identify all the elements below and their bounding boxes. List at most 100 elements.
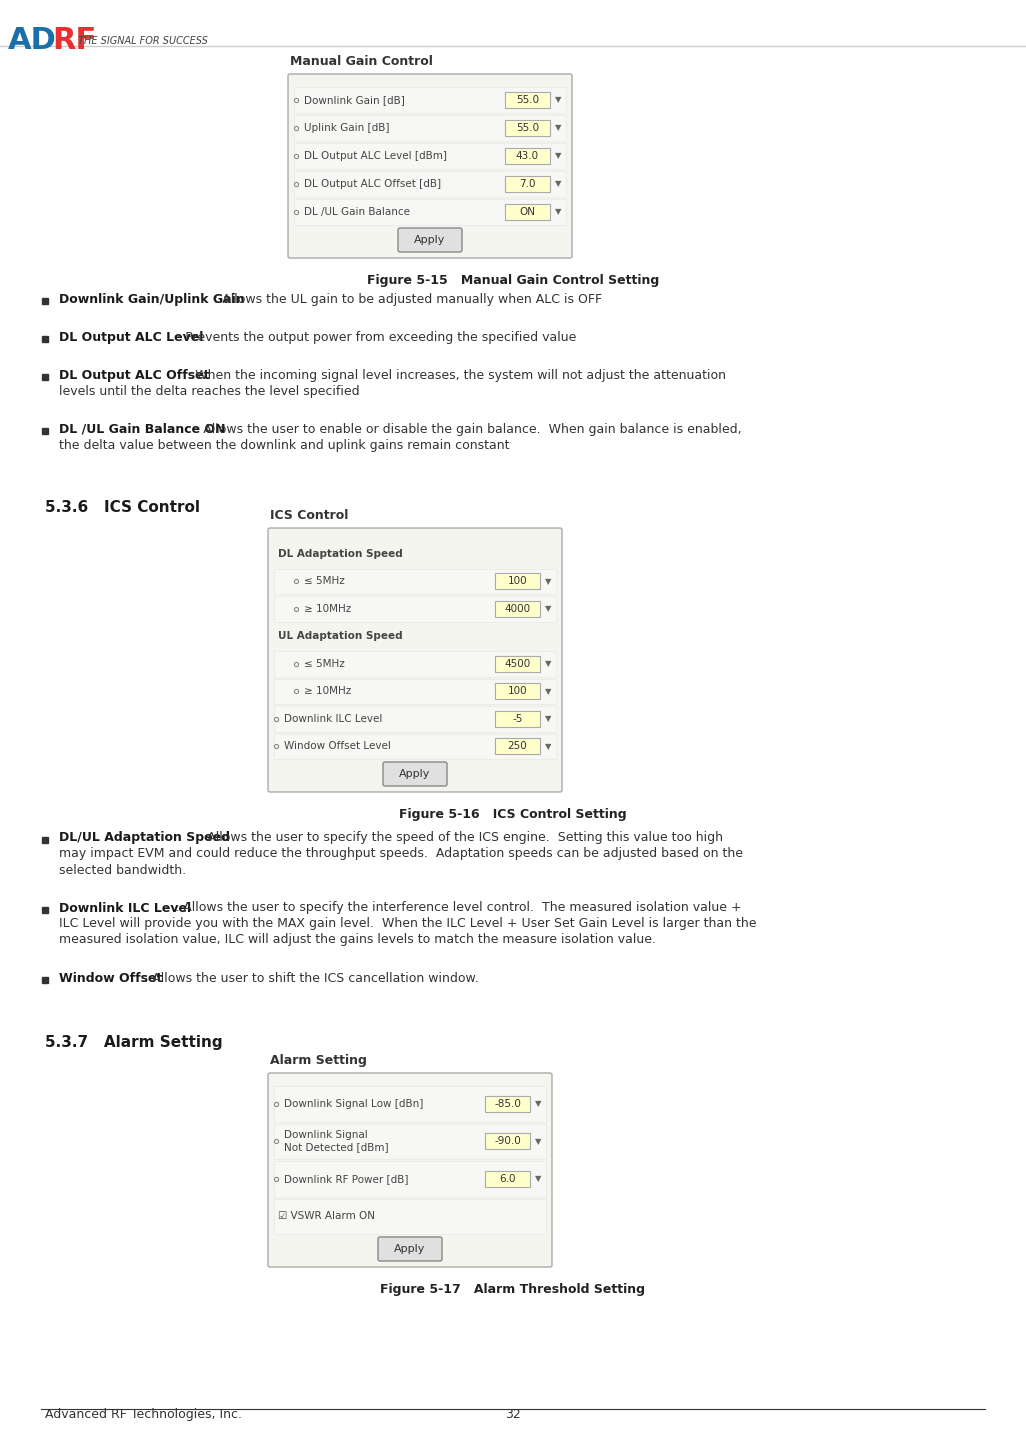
Text: -90.0: -90.0 (495, 1136, 521, 1146)
Text: 100: 100 (508, 686, 527, 696)
Text: ▼: ▼ (535, 1137, 542, 1146)
FancyBboxPatch shape (383, 761, 447, 786)
Text: Downlink Gain [dB]: Downlink Gain [dB] (304, 95, 405, 105)
Text: Advanced RF Technologies, Inc.: Advanced RF Technologies, Inc. (45, 1408, 242, 1421)
Text: ▼: ▼ (555, 96, 561, 105)
FancyBboxPatch shape (294, 115, 566, 141)
FancyBboxPatch shape (495, 601, 540, 617)
Text: DL /UL Gain Balance: DL /UL Gain Balance (304, 207, 410, 217)
Text: ▼: ▼ (545, 660, 551, 668)
FancyBboxPatch shape (274, 678, 556, 705)
FancyBboxPatch shape (268, 529, 562, 792)
Text: Figure 5-15   Manual Gain Control Setting: Figure 5-15 Manual Gain Control Setting (367, 274, 659, 287)
Text: ▼: ▼ (545, 687, 551, 696)
Text: ON: ON (519, 207, 536, 217)
FancyBboxPatch shape (268, 1073, 552, 1267)
FancyBboxPatch shape (505, 149, 550, 165)
FancyBboxPatch shape (294, 87, 566, 114)
FancyBboxPatch shape (274, 651, 556, 677)
Text: ICS Control: ICS Control (270, 510, 349, 523)
FancyBboxPatch shape (378, 1238, 442, 1261)
Text: : Prevents the output power from exceeding the specified value: : Prevents the output power from exceedi… (176, 331, 577, 344)
Text: Window Offset Level: Window Offset Level (284, 741, 391, 751)
Text: 4500: 4500 (505, 658, 530, 668)
Text: ▼: ▼ (545, 715, 551, 724)
Text: ▼: ▼ (555, 151, 561, 160)
Text: ▼: ▼ (555, 179, 561, 188)
Text: DL/UL Adaptation Speed: DL/UL Adaptation Speed (60, 831, 230, 844)
Text: : Allows the user to enable or disable the gain balance.  When gain balance is e: : Allows the user to enable or disable t… (195, 422, 742, 435)
Text: DL /UL Gain Balance ON: DL /UL Gain Balance ON (60, 422, 226, 435)
Text: Downlink ILC Level: Downlink ILC Level (284, 713, 383, 724)
Text: -85.0: -85.0 (495, 1099, 521, 1109)
Text: THE SIGNAL FOR SUCCESS: THE SIGNAL FOR SUCCESS (78, 36, 208, 47)
Text: may impact EVM and could reduce the throughput speeds.  Adaptation speeds can be: may impact EVM and could reduce the thro… (60, 847, 743, 860)
Text: ≥ 10MHz: ≥ 10MHz (304, 604, 351, 614)
Text: selected bandwidth.: selected bandwidth. (60, 863, 186, 877)
Text: DL Adaptation Speed: DL Adaptation Speed (278, 549, 403, 559)
Text: ▼: ▼ (555, 208, 561, 217)
Text: ▼: ▼ (545, 577, 551, 585)
Text: ▼: ▼ (555, 124, 561, 132)
Text: 5.3.6   ICS Control: 5.3.6 ICS Control (45, 499, 200, 515)
FancyBboxPatch shape (485, 1171, 530, 1187)
Text: DL Output ALC Offset [dB]: DL Output ALC Offset [dB] (304, 179, 441, 189)
Text: Manual Gain Control: Manual Gain Control (290, 55, 433, 68)
FancyBboxPatch shape (274, 1198, 546, 1235)
FancyBboxPatch shape (485, 1096, 530, 1112)
FancyBboxPatch shape (505, 176, 550, 192)
FancyBboxPatch shape (495, 683, 540, 699)
Text: ▼: ▼ (535, 1099, 542, 1108)
Text: 7.0: 7.0 (519, 179, 536, 189)
Text: : Allows the UL gain to be adjusted manually when ALC is OFF: : Allows the UL gain to be adjusted manu… (214, 293, 602, 306)
Text: Apply: Apply (399, 769, 431, 779)
Text: Figure 5-16   ICS Control Setting: Figure 5-16 ICS Control Setting (399, 808, 627, 821)
Text: : Allows the user to specify the speed of the ICS engine.  Setting this value to: : Allows the user to specify the speed o… (195, 831, 723, 844)
Text: 4000: 4000 (505, 604, 530, 614)
FancyBboxPatch shape (274, 1160, 546, 1197)
FancyBboxPatch shape (294, 143, 566, 169)
Text: ▼: ▼ (535, 1174, 542, 1184)
Text: Downlink RF Power [dB]: Downlink RF Power [dB] (284, 1174, 408, 1184)
Text: -5: -5 (512, 713, 522, 724)
FancyBboxPatch shape (495, 574, 540, 590)
Text: DL Output ALC Level [dBm]: DL Output ALC Level [dBm] (304, 151, 447, 162)
FancyBboxPatch shape (274, 1086, 546, 1121)
FancyBboxPatch shape (485, 1133, 530, 1149)
FancyBboxPatch shape (288, 74, 573, 258)
Text: : Allows the user to shift the ICS cancellation window.: : Allows the user to shift the ICS cance… (140, 971, 478, 984)
FancyBboxPatch shape (274, 1124, 546, 1159)
Text: DL Output ALC Offset: DL Output ALC Offset (60, 368, 209, 381)
Text: Downlink Gain/Uplink Gain: Downlink Gain/Uplink Gain (60, 293, 244, 306)
Text: : Allows the user to specify the interference level control.  The measured isola: : Allows the user to specify the interfe… (170, 901, 741, 914)
FancyBboxPatch shape (294, 199, 566, 226)
Text: the delta value between the downlink and uplink gains remain constant: the delta value between the downlink and… (60, 438, 510, 451)
Text: ≤ 5MHz: ≤ 5MHz (304, 658, 345, 668)
FancyBboxPatch shape (505, 92, 550, 108)
Text: :  When the incoming signal level increases, the system will not adjust the atte: : When the incoming signal level increas… (183, 368, 726, 381)
Text: 6.0: 6.0 (500, 1174, 516, 1184)
Text: Downlink Signal
Not Detected [dBm]: Downlink Signal Not Detected [dBm] (284, 1130, 389, 1152)
FancyBboxPatch shape (274, 734, 556, 759)
Text: Apply: Apply (415, 234, 445, 245)
Text: ≥ 10MHz: ≥ 10MHz (304, 686, 351, 696)
Text: UL Adaptation Speed: UL Adaptation Speed (278, 632, 402, 641)
Text: Figure 5-17   Alarm Threshold Setting: Figure 5-17 Alarm Threshold Setting (381, 1283, 645, 1296)
FancyBboxPatch shape (495, 738, 540, 754)
Text: levels until the delta reaches the level specified: levels until the delta reaches the level… (60, 384, 360, 397)
Text: 5.3.7   Alarm Setting: 5.3.7 Alarm Setting (45, 1035, 223, 1050)
FancyBboxPatch shape (274, 568, 556, 594)
Text: Window Offset: Window Offset (60, 971, 162, 984)
FancyBboxPatch shape (274, 596, 556, 622)
Text: RF: RF (52, 26, 96, 55)
Text: ▼: ▼ (545, 741, 551, 751)
FancyBboxPatch shape (294, 170, 566, 197)
Text: Downlink ILC Level: Downlink ILC Level (60, 901, 191, 914)
Text: 32: 32 (505, 1408, 521, 1421)
Text: AD: AD (8, 26, 56, 55)
Text: measured isolation value, ILC will adjust the gains levels to match the measure : measured isolation value, ILC will adjus… (60, 933, 656, 946)
Text: ☑ VSWR Alarm ON: ☑ VSWR Alarm ON (278, 1211, 374, 1222)
Text: ILC Level will provide you with the MAX gain level.  When the ILC Level + User S: ILC Level will provide you with the MAX … (60, 917, 756, 930)
Text: Uplink Gain [dB]: Uplink Gain [dB] (304, 122, 390, 132)
FancyBboxPatch shape (495, 655, 540, 671)
